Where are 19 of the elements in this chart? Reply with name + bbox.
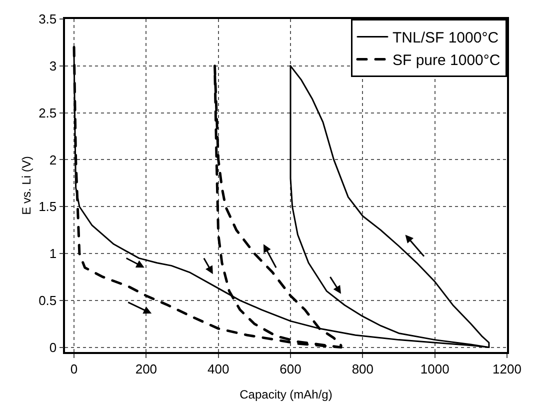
y-tick-label: 0.5 [38,292,57,308]
x-tick-label: 600 [280,361,302,376]
legend-label: TNL/SF 1000°C [392,30,499,47]
y-tick-label: 3 [49,58,57,74]
y-tick-label: 1 [49,246,57,262]
x-tick-label: 1000 [420,361,450,376]
x-tick-label: 0 [70,361,78,376]
legend-label: SF pure 1000°C [392,52,500,70]
y-tick-label: 3.5 [38,12,57,27]
x-tick-label: 400 [208,361,230,376]
x-axis-title: Capacity (mAh/g) [240,388,332,402]
y-tick-label: 1.5 [38,199,57,214]
y-axis-title: E vs. Li (V) [20,156,34,215]
x-tick-label: 800 [352,361,374,376]
y-tick-label: 0 [49,340,57,355]
x-tick-label: 200 [135,361,158,376]
y-tick-label: 2.5 [38,105,57,120]
x-tick-label: 1200 [492,361,522,376]
y-tick-label: 2 [49,152,57,168]
